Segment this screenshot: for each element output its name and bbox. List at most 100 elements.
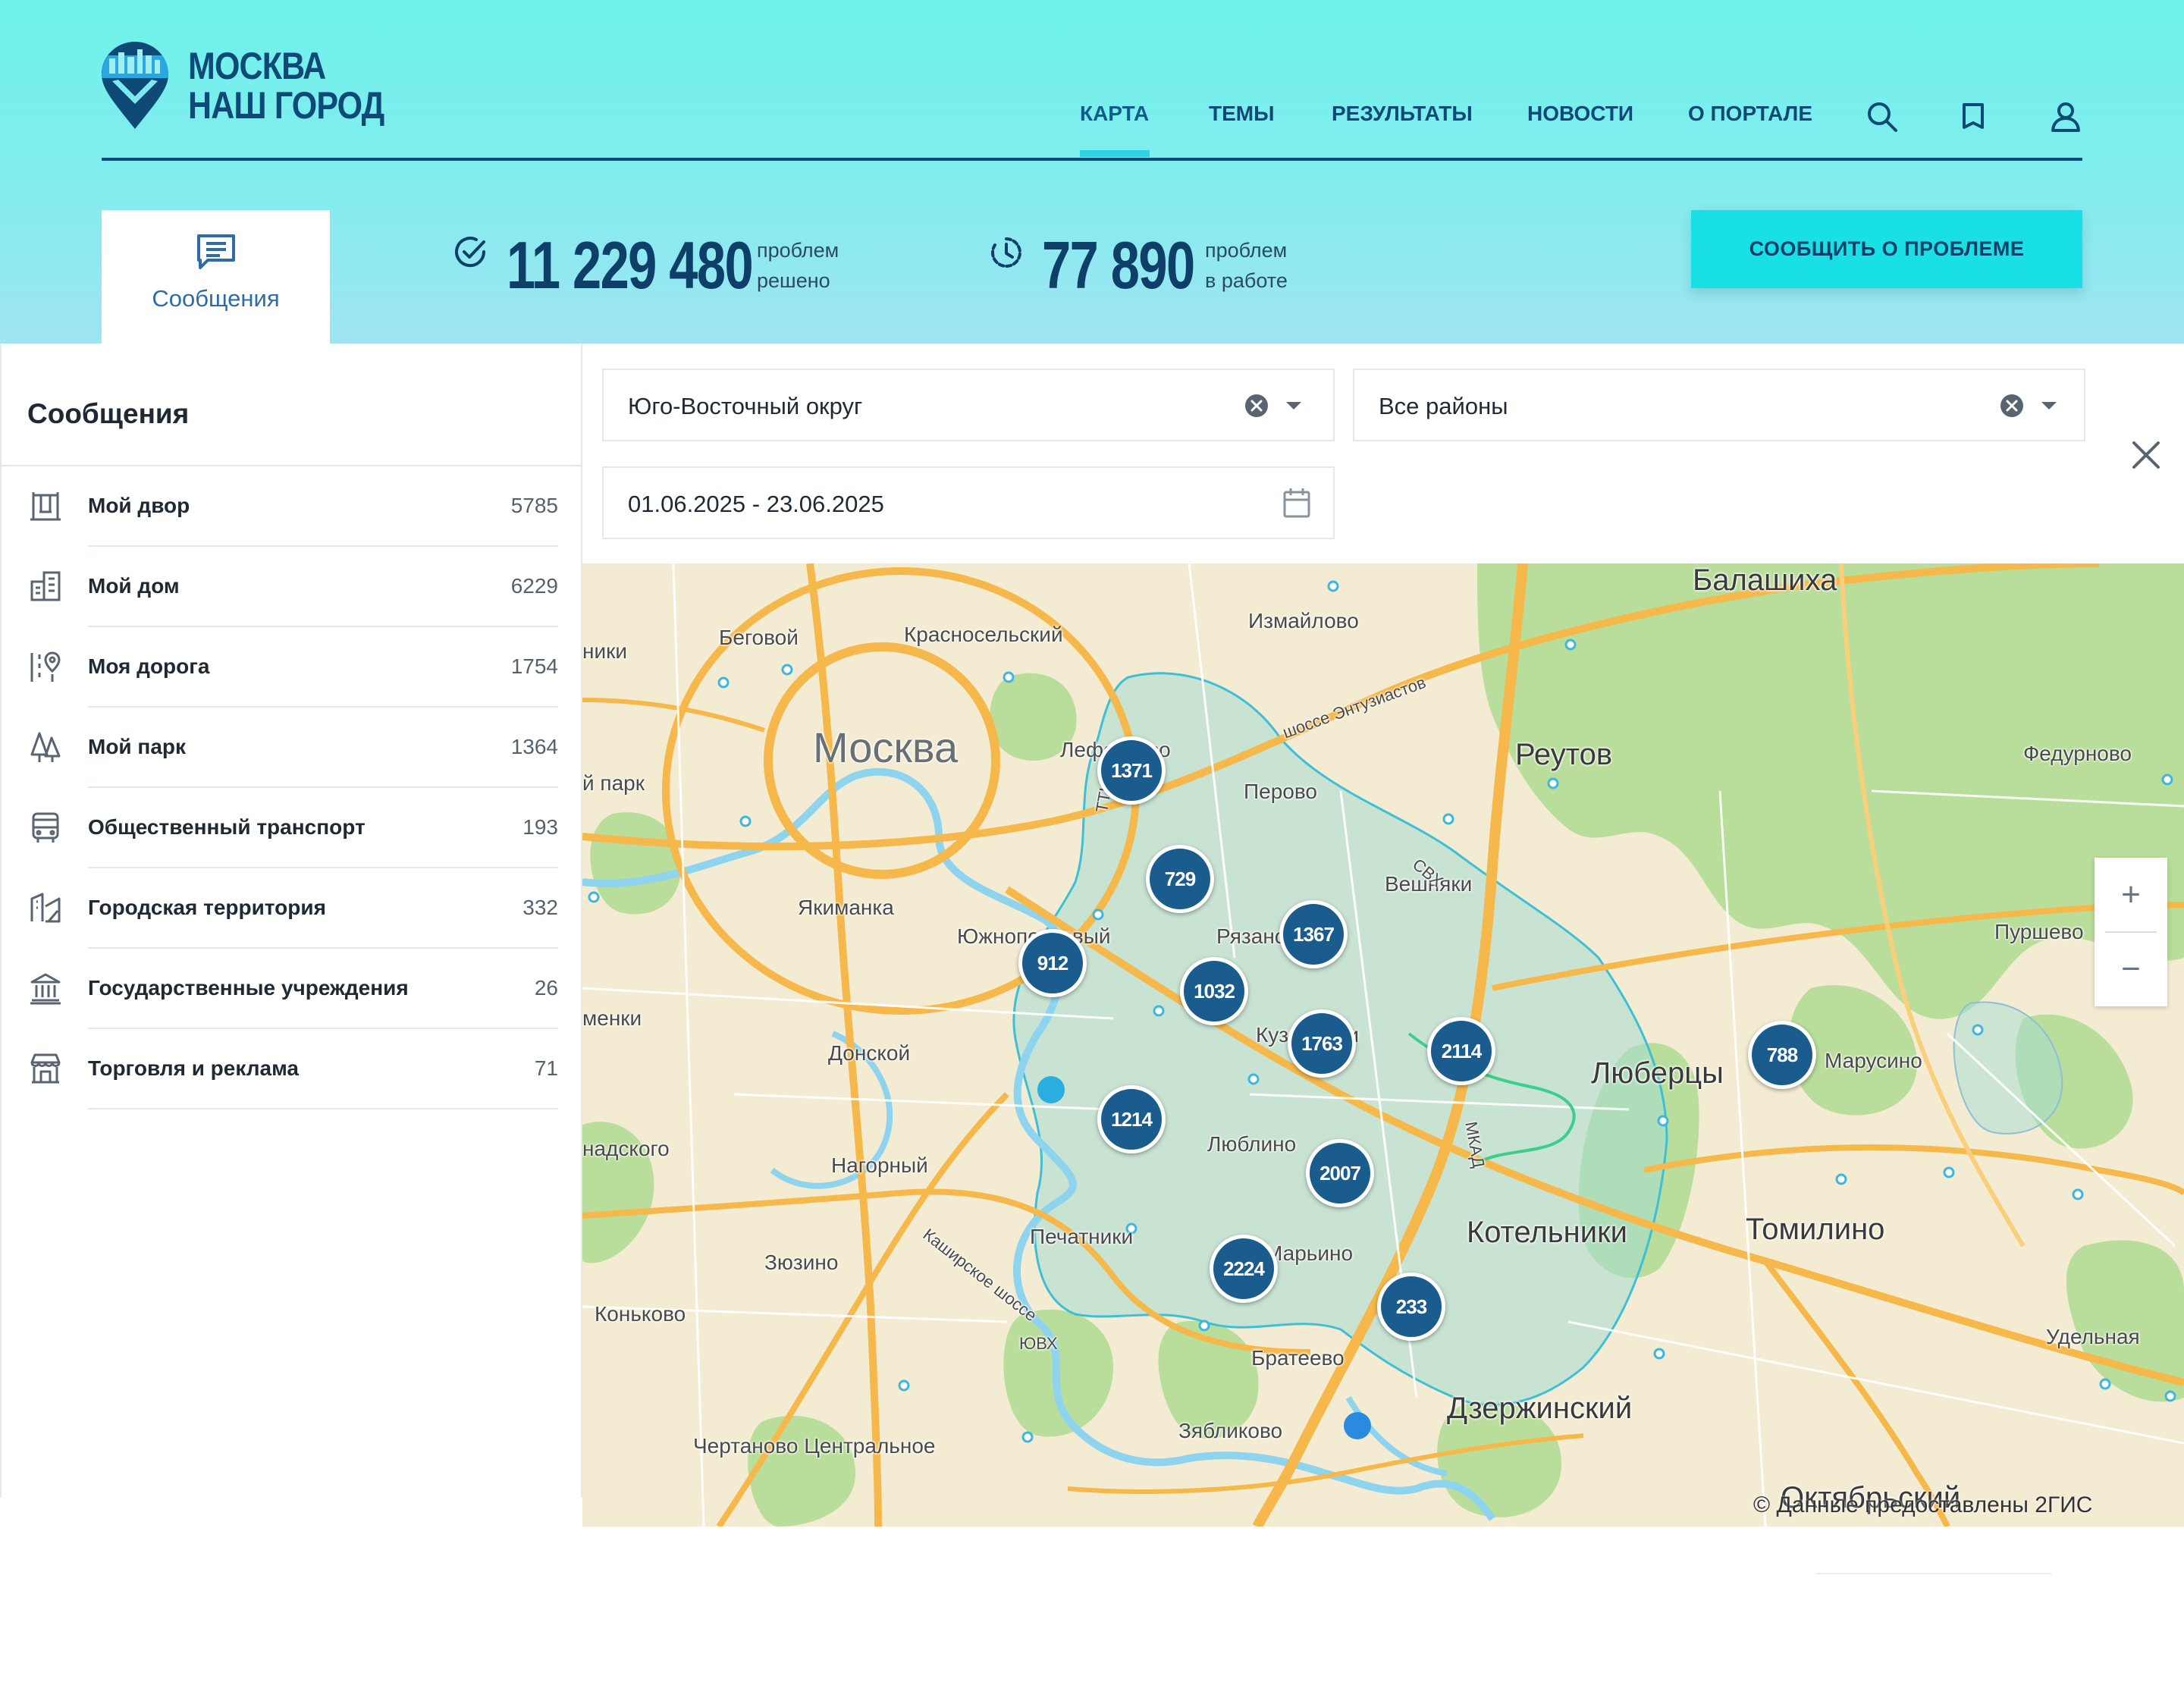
nav-divider [102,158,2082,161]
cluster-marker[interactable]: 1763 [1288,1009,1356,1078]
cluster-marker[interactable]: 1214 [1097,1085,1166,1153]
category-divider [88,1028,558,1029]
category-count: 6229 [510,574,558,598]
nav-themes[interactable]: ТЕМЫ [1209,102,1275,125]
map-label: Чертаново Центральное [693,1434,936,1458]
cluster-marker[interactable]: 1032 [1180,957,1248,1025]
chevron-down-icon[interactable] [1286,402,1301,410]
map-label: Зябликово [1178,1419,1283,1442]
site-logo[interactable]: МОСКВА НАШ ГОРОД [102,42,384,133]
category-name: Моя дорога [88,654,210,678]
stat-solved-value: 11 229 480 [507,228,754,303]
category-transport[interactable]: Общественный транспорт 193 [2,788,582,868]
category-house[interactable]: Мой дом 6229 [2,547,582,627]
map-label: Коньково [595,1302,686,1326]
map-label: Измайлово [1248,609,1359,632]
nav-map[interactable]: КАРТА [1080,102,1150,125]
category-government[interactable]: Государственные учреждения 26 [2,949,582,1029]
category-name: Общественный транспорт [88,815,366,839]
clock-icon [990,237,1021,268]
map-label: Котельники [1467,1216,1627,1249]
cluster-marker[interactable]: 912 [1018,929,1087,997]
map-label: Якиманка [798,896,894,919]
filters-panel: Юго-Восточный округ Все районы 01.06.202… [582,344,2184,563]
logo-pin-icon [102,42,168,129]
category-trade[interactable]: Торговля и реклама 71 [2,1029,582,1109]
cluster-marker[interactable]: 1371 [1097,736,1166,805]
calendar-icon[interactable] [1282,486,1312,519]
category-yard[interactable]: Мой двор 5785 [2,466,582,547]
map-label: Зюзино [764,1251,839,1274]
category-name: Торговля и реклама [88,1056,299,1080]
tab-messages[interactable]: Сообщения [102,210,330,344]
anchor-pin-icon[interactable] [1037,1076,1065,1103]
clear-icon[interactable] [1999,393,2025,419]
category-territory[interactable]: Городская территория 332 [2,868,582,949]
check-circle-icon [455,237,486,268]
cluster-marker[interactable]: 788 [1748,1021,1816,1089]
map-label: Октябрьский [1781,1481,1961,1514]
cluster-marker[interactable]: 2224 [1210,1235,1278,1303]
category-name: Мой двор [88,494,190,517]
logo-line-1: МОСКВА [188,45,326,87]
map-label: Люблино [1207,1132,1297,1156]
cluster-marker[interactable]: 2007 [1306,1139,1374,1207]
zoom-out-button[interactable]: − [2121,950,2141,987]
zoom-in-button[interactable]: + [2121,876,2141,913]
map-roads [582,563,2184,1527]
user-icon[interactable] [2049,100,2082,133]
sidebar: Сообщения Мой двор 5785 Мой дом 6229 [0,344,582,1498]
nav-results[interactable]: РЕЗУЛЬТАТЫ [1332,102,1473,125]
category-park[interactable]: Мой парк 1364 [2,708,582,788]
district-select[interactable]: Все районы [1353,369,2085,441]
chevron-down-icon[interactable] [2041,402,2057,410]
map-attribution[interactable]: © Данные предоставлены 2ГИС [1753,1492,2093,1517]
map-label: ЮВХ [1019,1334,1058,1353]
map-label: Нагорный [831,1153,928,1177]
stat-solved-caption-2: решено [757,269,830,292]
category-name: Мой дом [88,574,180,598]
date-range-field[interactable]: 01.06.2025 - 23.06.2025 [602,466,1335,539]
category-count: 193 [522,815,558,839]
map-view[interactable]: Москва Балашиха Реутов Федурново Измайло… [582,563,2184,1527]
cluster-marker[interactable]: 2114 [1427,1017,1495,1085]
sidebar-divider [2,465,582,466]
close-icon[interactable] [2129,438,2163,472]
map-label: Люберцы [1591,1056,1724,1090]
map-label: Пуршево [1994,920,2084,943]
category-count: 1364 [510,735,558,758]
map-label: надского [582,1137,670,1160]
building-icon [30,571,61,601]
cluster-marker[interactable]: 1367 [1279,900,1348,968]
map-label: Братеево [1251,1346,1345,1370]
search-icon[interactable] [1866,100,1899,133]
map-label: Печатники [1030,1225,1134,1248]
map-label: ники [582,639,627,663]
report-problem-button[interactable]: СООБЩИТЬ О ПРОБЛЕМЕ [1691,210,2082,288]
map-label: Федурново [2023,742,2132,765]
map-label: Беговой [719,626,799,649]
nav-about[interactable]: О ПОРТАЛЕ [1688,102,1812,125]
bus-stop-pin-icon[interactable] [1344,1412,1371,1439]
shop-icon [30,1053,61,1084]
river [582,767,1496,1521]
category-divider [88,947,558,949]
category-divider [88,1108,558,1109]
category-road[interactable]: Моя дорога 1754 [2,627,582,708]
date-range-value: 01.06.2025 - 23.06.2025 [628,491,884,517]
cluster-marker[interactable]: 233 [1377,1273,1445,1341]
category-divider [88,786,558,788]
stat-in-work-value: 77 890 [1042,228,1195,303]
nav-news[interactable]: НОВОСТИ [1527,102,1634,125]
shield-icon[interactable] [1956,100,1990,133]
clear-icon[interactable] [1244,393,1269,419]
stat-in-work: 77 890 проблем в работе [989,228,1338,303]
category-count: 26 [534,976,558,1000]
map-label: Перово [1244,780,1317,803]
category-count: 5785 [510,494,558,517]
cluster-marker[interactable]: 729 [1146,845,1214,913]
category-name: Государственные учреждения [88,976,409,1000]
stat-solved: 11 229 480 проблем решено [453,228,878,303]
okrug-select[interactable]: Юго-Восточный округ [602,369,1335,441]
map-label: Удельная [2046,1325,2140,1348]
